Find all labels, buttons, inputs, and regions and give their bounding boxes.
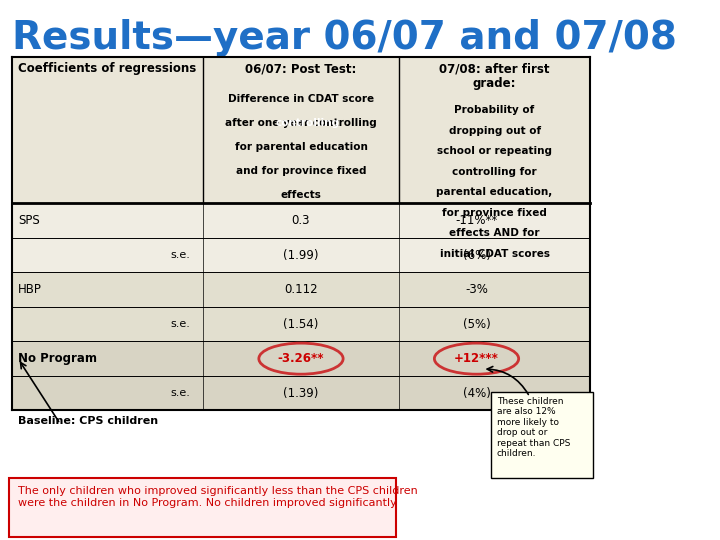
Text: (6%): (6%) [462, 248, 490, 262]
Text: initial CDAT scores: initial CDAT scores [440, 249, 549, 259]
Text: effects AND for: effects AND for [449, 228, 540, 239]
Text: effects: effects [281, 190, 321, 200]
Text: -11%**: -11%** [455, 214, 498, 227]
Text: These children
are also 12%
more likely to
drop out or
repeat than CPS
children.: These children are also 12% more likely … [497, 397, 570, 458]
Bar [12, 272, 590, 307]
Text: (1.99): (1.99) [283, 248, 319, 262]
Bar [203, 57, 399, 204]
Text: s.e.: s.e. [171, 319, 191, 329]
Text: school or repeating: school or repeating [437, 146, 552, 157]
Bar [12, 341, 590, 376]
Text: Baseline: CPS children: Baseline: CPS children [18, 416, 158, 426]
Text: 0.112: 0.112 [284, 283, 318, 296]
Text: 07/08: after first
grade:: 07/08: after first grade: [439, 62, 550, 90]
Bar [12, 376, 590, 410]
Text: SPS: SPS [18, 214, 40, 227]
Text: (5%): (5%) [463, 318, 490, 330]
Text: Probability of: Probability of [454, 105, 535, 116]
Bar [12, 204, 590, 238]
Bar [12, 307, 590, 341]
Text: after one year controlling: after one year controlling [225, 118, 377, 129]
Text: HBP: HBP [18, 283, 42, 296]
Text: (1.54): (1.54) [283, 318, 319, 330]
Text: Results—year 06/07 and 07/08: Results—year 06/07 and 07/08 [12, 19, 677, 57]
Text: (1.39): (1.39) [283, 387, 319, 400]
Text: The only children who improved significantly less than the CPS children
were the: The only children who improved significa… [18, 486, 418, 508]
Text: controlling for: controlling for [452, 167, 537, 177]
Text: dropping out of: dropping out of [449, 126, 541, 136]
Text: parental education,: parental education, [436, 187, 553, 198]
Bar [12, 238, 590, 272]
Text: for province fixed: for province fixed [442, 208, 547, 218]
Text: 06/07: Post Test:: 06/07: Post Test: [246, 62, 356, 75]
Text: -3%: -3% [465, 283, 488, 296]
Text: Difference in CDAT score: Difference in CDAT score [228, 94, 374, 105]
Text: +12***: +12*** [454, 352, 499, 365]
FancyBboxPatch shape [9, 478, 396, 537]
FancyBboxPatch shape [490, 392, 593, 478]
Text: s.e.: s.e. [171, 388, 191, 398]
Text: Coefficients of regressions: Coefficients of regressions [18, 62, 197, 75]
Text: -3.26**: -3.26** [278, 352, 324, 365]
Bar [12, 57, 203, 204]
Text: s.e.: s.e. [171, 250, 191, 260]
Text: 0.3: 0.3 [292, 214, 310, 227]
Text: No Program: No Program [18, 352, 97, 365]
Text: and for province fixed: and for province fixed [235, 166, 366, 176]
Text: (4%): (4%) [462, 387, 490, 400]
Bar [399, 57, 590, 204]
Text: for parental education: for parental education [235, 142, 367, 152]
Text: controlling: controlling [275, 118, 339, 129]
